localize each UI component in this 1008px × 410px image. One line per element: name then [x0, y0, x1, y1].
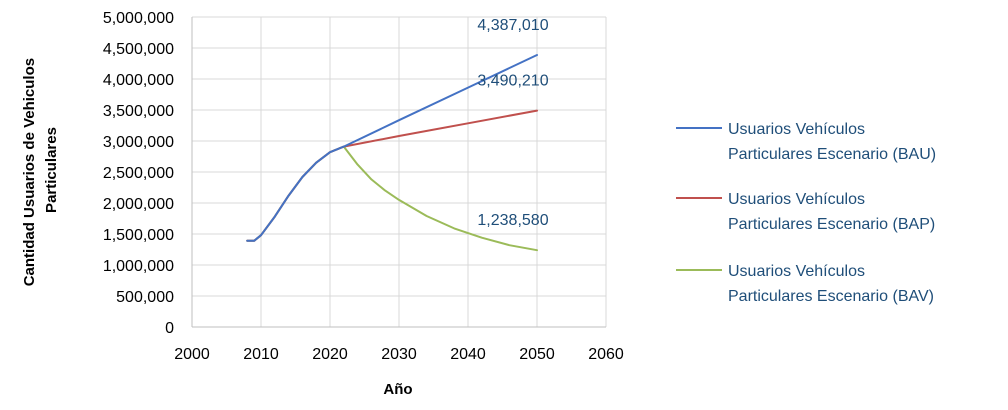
y-tick-label: 4,500,000: [103, 41, 174, 58]
x-tick-label: 2060: [588, 346, 624, 363]
y-tick-label: 3,000,000: [103, 134, 174, 151]
legend-label: Usuarios Vehículos: [728, 191, 865, 208]
y-tick-label: 5,000,000: [103, 10, 174, 27]
x-tick-label: 2030: [381, 346, 417, 363]
gridlines: [191, 16, 607, 328]
legend-label: Usuarios Vehículos: [728, 121, 865, 138]
y-tick-label: 1,000,000: [103, 258, 174, 275]
legend-label: Particulares Escenario (BAP): [728, 216, 935, 233]
x-axis-title: Año: [383, 381, 412, 398]
series-line-1: [246, 54, 538, 242]
x-tick-label: 2050: [519, 346, 555, 363]
data-label: 3,490,210: [477, 73, 548, 90]
x-tick-label: 2010: [243, 346, 279, 363]
y-tick-label: 1,500,000: [103, 227, 174, 244]
data-labels: 4,387,010 3,490,210 1,238,580: [477, 17, 548, 229]
data-label: 1,238,580: [477, 212, 548, 229]
x-tick-label: 2020: [312, 346, 348, 363]
y-tick-label: 2,000,000: [103, 196, 174, 213]
y-axis-title-line-2: Particulares: [43, 127, 60, 213]
y-tick-label: 0: [165, 320, 174, 337]
legend-label: Usuarios Vehículos: [728, 263, 865, 280]
y-axis-title: Cantidad Usuarios de Vehiculos Particula…: [21, 54, 60, 287]
legend: Usuarios Vehículos Particulares Escenario…: [676, 121, 936, 305]
data-label: 4,387,010: [477, 17, 548, 34]
x-tick-label: 2000: [174, 346, 210, 363]
legend-label: Particulares Escenario (BAV): [728, 288, 934, 305]
y-tick-label: 2,500,000: [103, 165, 174, 182]
y-tick-label: 4,000,000: [103, 72, 174, 89]
legend-label: Particulares Escenario (BAU): [728, 146, 936, 163]
y-tick-label: 3,500,000: [103, 103, 174, 120]
y-axis-title-line-1: Cantidad Usuarios de Vehiculos: [21, 58, 38, 286]
x-tick-label: 2040: [450, 346, 486, 363]
series-lines: [246, 54, 538, 252]
series-line-3: [246, 145, 538, 252]
y-tick-label: 500,000: [116, 289, 174, 306]
axes: 0 500,000 1,000,000 1,500,000 2,000,000 2,500…: [103, 10, 624, 363]
